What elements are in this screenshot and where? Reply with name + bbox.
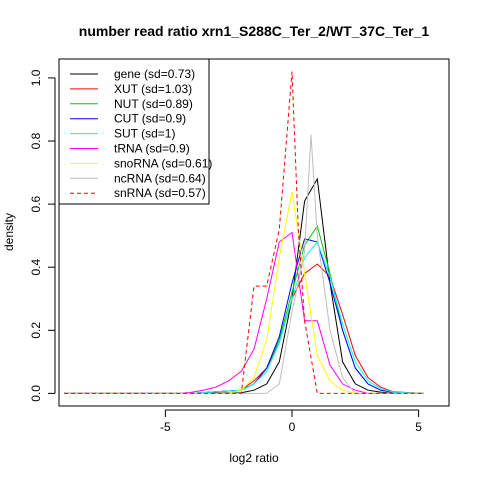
plot-frame bbox=[58, 58, 450, 407]
x-tick-label: 5 bbox=[415, 420, 422, 434]
y-tick-label: 0.2 bbox=[29, 322, 43, 339]
series-line-7 bbox=[64, 134, 424, 394]
legend-label-1: XUT (sd=1.03) bbox=[114, 82, 192, 96]
legend-label-7: ncRNA (sd=0.64) bbox=[114, 171, 206, 185]
y-axis: 0.0 0.2 0.4 0.6 0.8 1.0 bbox=[29, 69, 56, 402]
chart-title: number read ratio xrn1_S288C_Ter_2/WT_37… bbox=[79, 23, 430, 39]
y-tick-label: 0.0 bbox=[29, 385, 43, 402]
x-tick-label: -5 bbox=[160, 420, 171, 434]
series-line-6 bbox=[64, 191, 424, 394]
x-axis-label: log2 ratio bbox=[229, 451, 279, 465]
series-line-0 bbox=[64, 177, 424, 394]
x-axis: -5 0 5 bbox=[160, 409, 422, 434]
series-line-3 bbox=[64, 238, 424, 394]
legend-label-4: SUT (sd=1) bbox=[114, 127, 175, 141]
series-line-8 bbox=[64, 71, 424, 394]
y-tick-label: 0.6 bbox=[29, 195, 43, 212]
plot-area bbox=[64, 71, 424, 394]
legend-label-3: CUT (sd=0.9) bbox=[114, 112, 186, 126]
y-tick-label: 0.4 bbox=[29, 259, 43, 276]
x-tick-label: 0 bbox=[289, 420, 296, 434]
legend: gene (sd=0.73)XUT (sd=1.03)NUT (sd=0.89)… bbox=[58, 58, 212, 205]
legend-box bbox=[58, 58, 210, 205]
legend-label-6: snoRNA (sd=0.61) bbox=[114, 156, 212, 170]
series-line-4 bbox=[64, 240, 424, 394]
y-tick-label: 1.0 bbox=[29, 69, 43, 86]
series-line-5 bbox=[64, 231, 424, 394]
legend-label-5: tRNA (sd=0.9) bbox=[114, 142, 190, 156]
legend-label-0: gene (sd=0.73) bbox=[114, 67, 195, 81]
legend-label-8: snRNA (sd=0.57) bbox=[114, 186, 206, 200]
series-line-2 bbox=[64, 225, 424, 394]
legend-label-2: NUT (sd=0.89) bbox=[114, 97, 193, 111]
y-axis-label: density bbox=[2, 213, 16, 251]
y-tick-label: 0.8 bbox=[29, 132, 43, 149]
